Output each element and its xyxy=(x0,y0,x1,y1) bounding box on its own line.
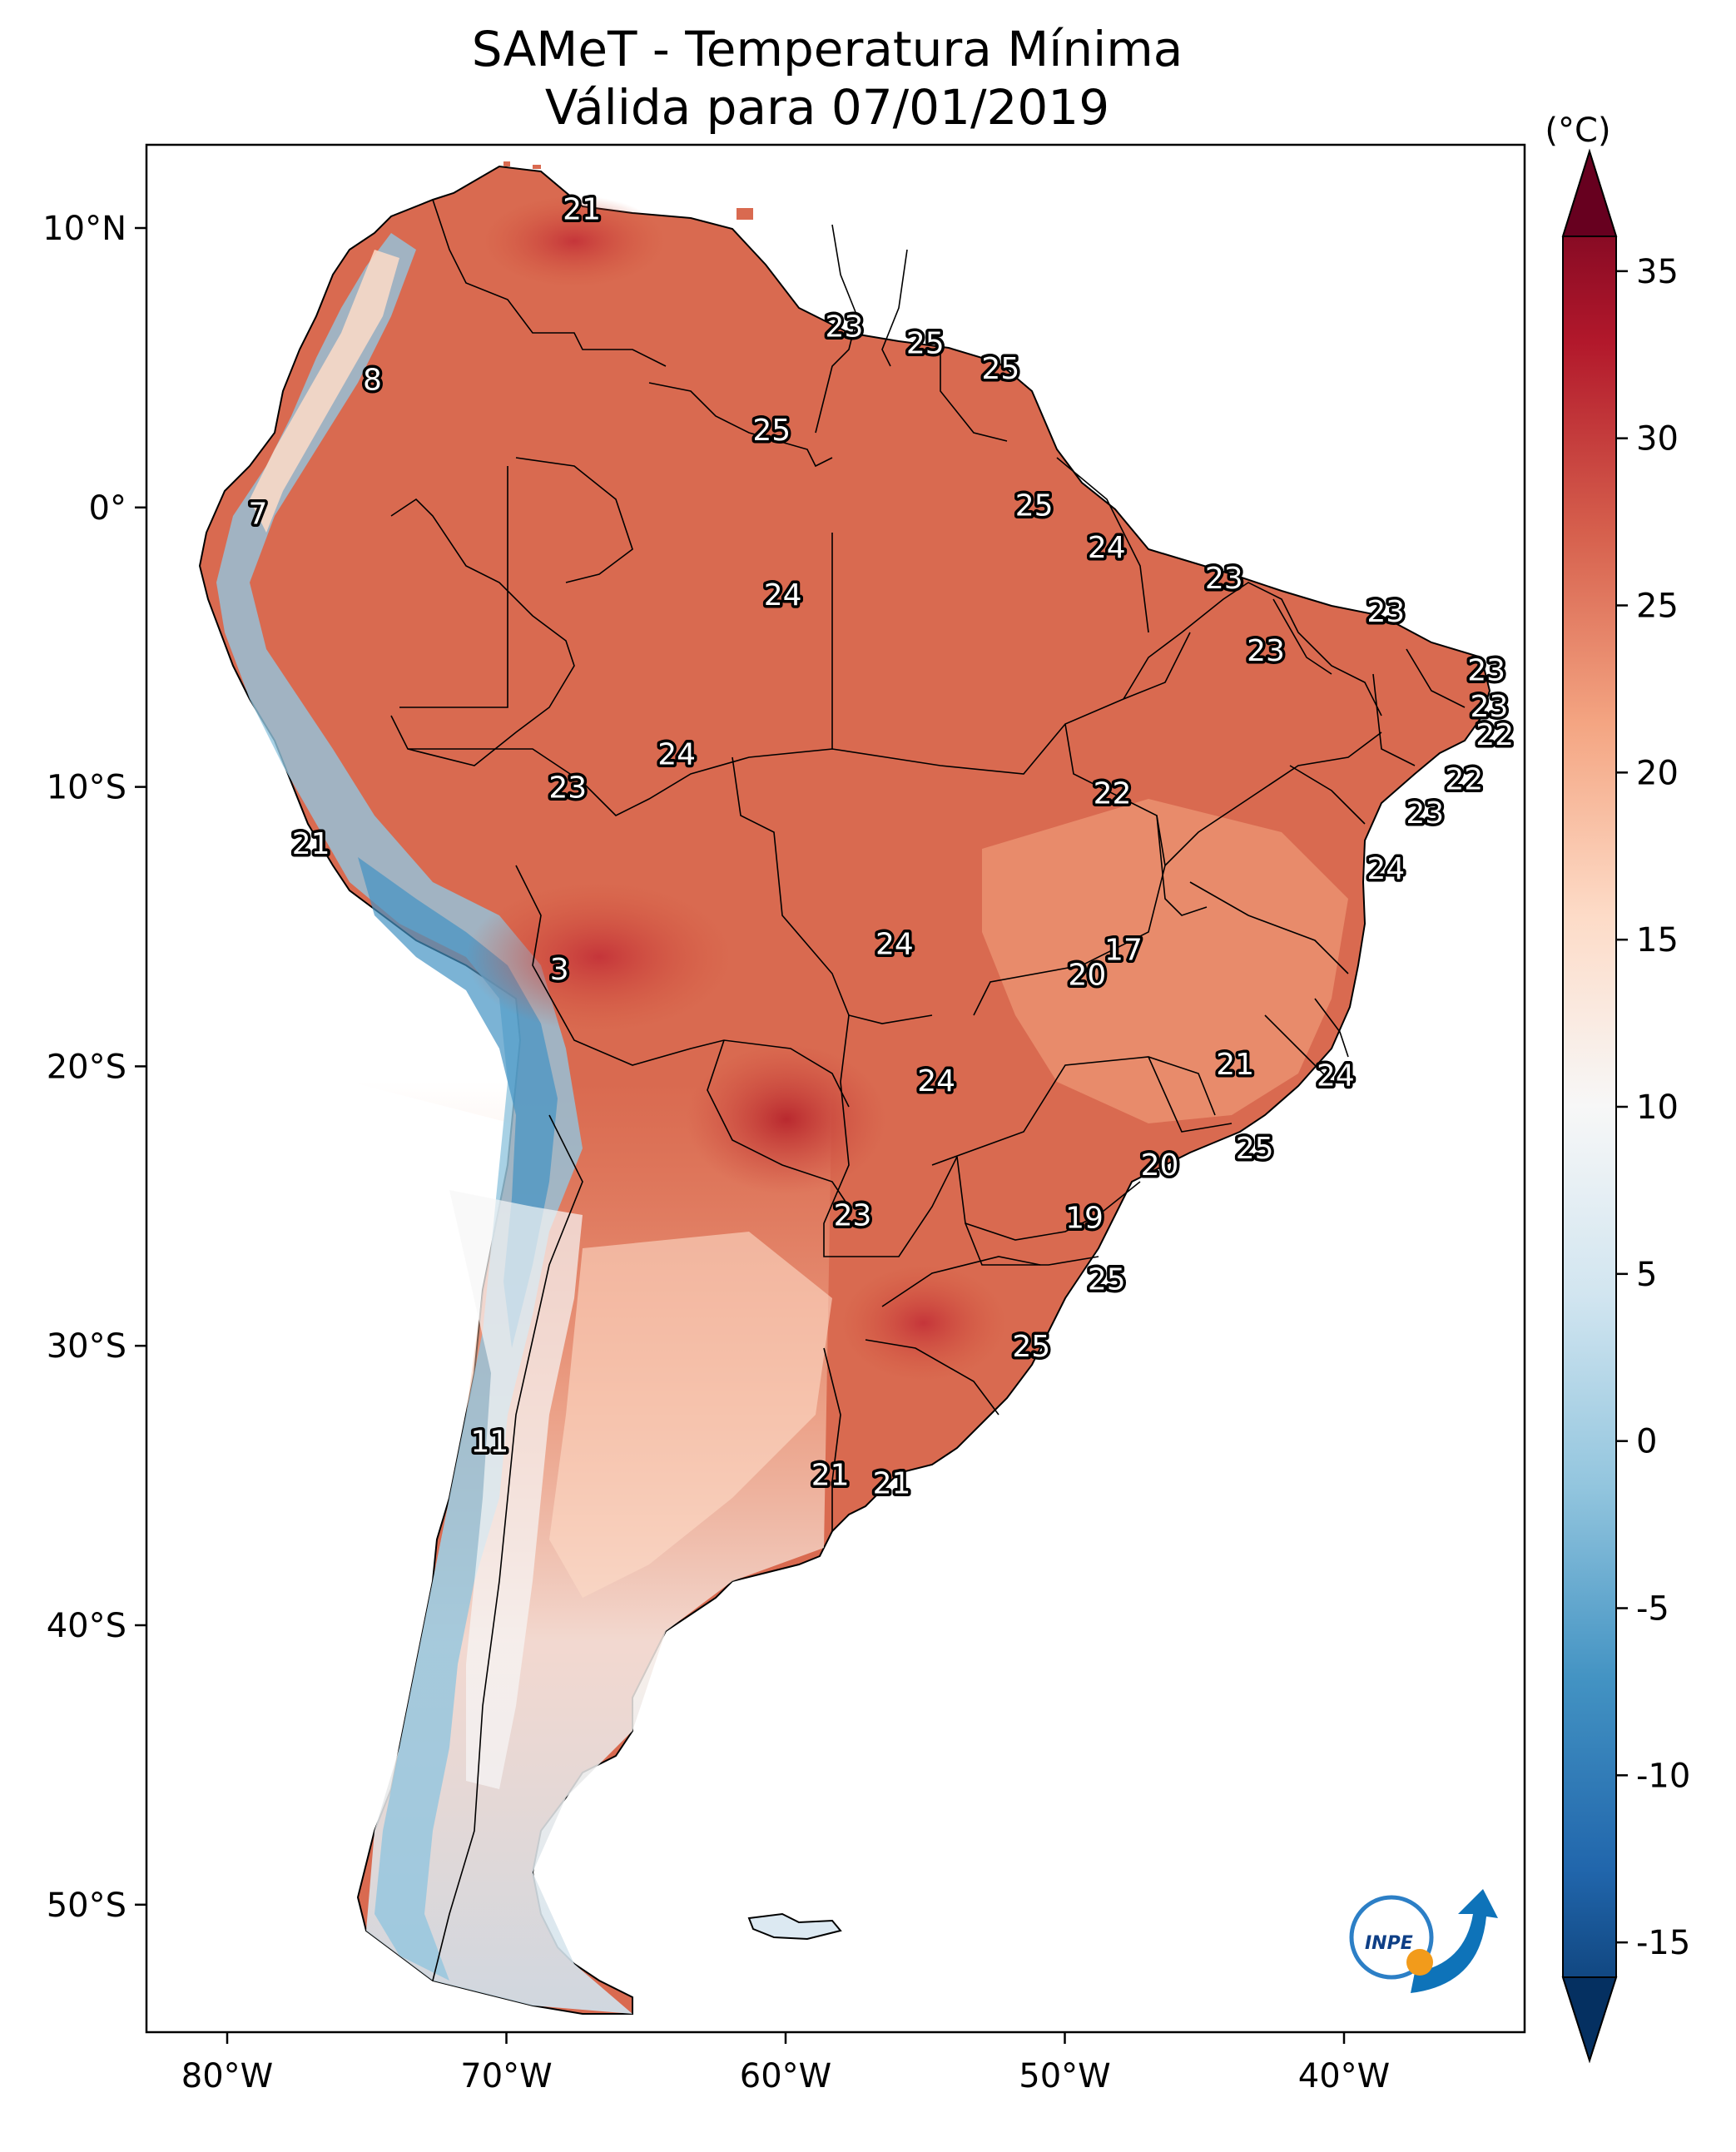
lat-tick-label: 10°N xyxy=(42,210,126,248)
colorbar-tick-label: -10 xyxy=(1636,1757,1690,1795)
political-borders xyxy=(390,199,1466,1981)
temperature-label: 20 xyxy=(1068,959,1106,993)
temperature-label: 25 xyxy=(981,352,1019,386)
longitude-axis: 80°W 70°W 60°W 50°W 40°W xyxy=(181,2032,1390,2095)
colorbar-max-extend xyxy=(1561,148,1618,237)
temperature-label: 23 xyxy=(1366,595,1405,629)
temperature-label: 24 xyxy=(764,578,802,612)
lat-tick-label: 0° xyxy=(89,489,126,528)
colorbar-tick-label: -15 xyxy=(1636,1924,1690,1962)
temperature-label: 24 xyxy=(1088,531,1126,565)
temperature-label: 20 xyxy=(1141,1148,1179,1183)
temperature-label: 3 xyxy=(550,953,569,987)
andes-cold-band xyxy=(216,233,583,1981)
colorbar-tick-label: 0 xyxy=(1636,1423,1657,1461)
temperature-label: 23 xyxy=(1406,796,1444,831)
temperature-label: 24 xyxy=(875,928,914,962)
colorbar-body xyxy=(1562,148,1617,2064)
lon-tick-label: 80°W xyxy=(181,2057,273,2095)
lon-tick-label: 60°W xyxy=(740,2057,831,2095)
colorbar-tick-label: 20 xyxy=(1636,754,1679,792)
inpe-logo-arrow xyxy=(1411,1889,1498,1993)
map-subtitle: Válida para 07/01/2019 xyxy=(545,79,1109,136)
temperature-label: 25 xyxy=(1236,1132,1274,1166)
temperature-label: 21 xyxy=(563,192,601,226)
colorbar-tick-label: 15 xyxy=(1636,921,1679,959)
temperature-label: 24 xyxy=(1317,1059,1355,1093)
lat-tick-label: 10°S xyxy=(47,769,126,807)
temperature-label: 23 xyxy=(1247,634,1285,668)
lat-tick-label: 40°S xyxy=(47,1607,126,1645)
lon-tick-label: 40°W xyxy=(1298,2057,1390,2095)
temperature-label: 11 xyxy=(470,1425,508,1459)
colorbar-tick-label: 5 xyxy=(1636,1256,1657,1294)
colorbar: (°C) 35 30 25 20 15 10 5 0 -5 -10 -15 xyxy=(1545,112,1690,2064)
lon-tick-label: 70°W xyxy=(460,2057,552,2095)
temperature-label: 25 xyxy=(906,327,945,361)
temperature-label: 22 xyxy=(1445,763,1483,797)
temperature-label: 24 xyxy=(657,737,696,771)
temperature-label: 21 xyxy=(811,1459,850,1493)
temperature-label: 23 xyxy=(1467,654,1505,688)
temperature-label: 22 xyxy=(1094,776,1132,811)
lat-tick-label: 30°S xyxy=(47,1327,126,1366)
colorbar-tick-label: 25 xyxy=(1636,588,1679,626)
inpe-logo-text: INPE xyxy=(1365,1933,1413,1954)
temperature-label: 21 xyxy=(1216,1048,1254,1082)
colorbar-tick-label: 30 xyxy=(1636,420,1679,459)
lat-tick-label: 20°S xyxy=(47,1048,126,1086)
temperature-label: 23 xyxy=(834,1198,872,1232)
map-plot-area xyxy=(146,145,1525,2032)
temperature-label: 22 xyxy=(1476,718,1514,752)
temperature-label: 24 xyxy=(1366,852,1405,886)
temperature-label: 21 xyxy=(292,827,330,861)
temperature-label: 25 xyxy=(1012,1330,1050,1364)
temperature-label: 23 xyxy=(826,310,864,345)
map-frame xyxy=(145,143,1526,2034)
inpe-logo-sun xyxy=(1406,1949,1433,1976)
temperature-label: 19 xyxy=(1065,1202,1104,1236)
temperature-label: 25 xyxy=(1015,488,1054,523)
latitude-axis: 10°N 0° 10°S 20°S 30°S 40°S 50°S xyxy=(42,210,146,1925)
lon-tick-label: 50°W xyxy=(1019,2057,1110,2095)
temperature-label: 7 xyxy=(248,498,267,532)
temperature-label: 8 xyxy=(363,363,382,397)
temperature-label: 17 xyxy=(1104,933,1143,967)
temperature-label: 23 xyxy=(1471,690,1509,724)
temperature-label: 25 xyxy=(752,414,791,448)
temperature-label: 24 xyxy=(917,1064,955,1098)
inpe-logo: INPE xyxy=(1349,1889,1498,1993)
colorbar-tick-label: -5 xyxy=(1636,1589,1669,1628)
temperature-label: 23 xyxy=(1205,562,1243,596)
inpe-logo-ring xyxy=(1349,1895,1434,1980)
temperature-label: 25 xyxy=(1088,1263,1126,1297)
colorbar-tick-label: 35 xyxy=(1636,253,1679,291)
colorbar-unit: (°C) xyxy=(1545,112,1610,150)
colorbar-tick-label: 10 xyxy=(1636,1088,1679,1127)
map-title: SAMeT - Temperatura Mínima xyxy=(472,21,1183,77)
temperature-label: 21 xyxy=(873,1467,911,1501)
temperature-label: 23 xyxy=(548,771,587,806)
lat-tick-label: 50°S xyxy=(47,1887,126,1925)
colorbar-min-extend xyxy=(1561,1976,1618,2064)
